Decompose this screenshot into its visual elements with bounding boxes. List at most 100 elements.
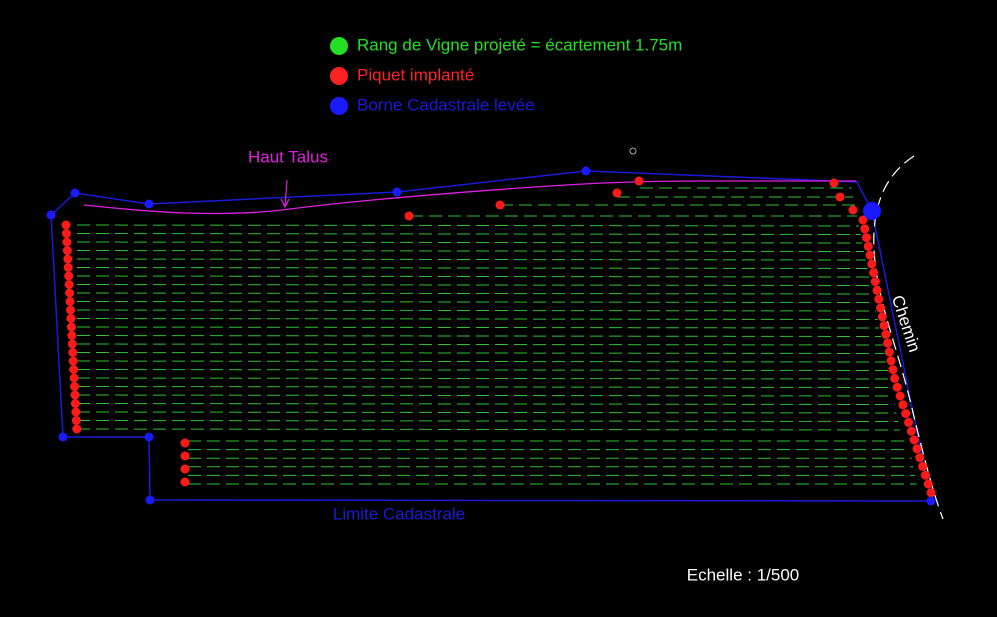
cadastral-marker: [46, 210, 56, 220]
cadastral-marker: [144, 199, 154, 209]
cadastral-marker: [581, 166, 591, 176]
vine-row: [76, 343, 883, 346]
stake: [860, 224, 870, 234]
stake: [884, 347, 894, 357]
vine-row: [76, 241, 863, 244]
stake: [404, 211, 414, 221]
stake: [886, 356, 896, 366]
vine-row: [76, 386, 892, 388]
stake: [495, 200, 505, 210]
stake: [872, 285, 882, 295]
vine-row: [76, 394, 894, 397]
stake: [180, 451, 190, 461]
stake: [65, 297, 75, 306]
stake: [62, 237, 72, 247]
stake: [71, 416, 81, 425]
stake: [874, 294, 884, 304]
talus-arrow: [284, 179, 288, 207]
haut-talus-line: [83, 180, 856, 215]
stake: [69, 365, 79, 374]
stake: [66, 314, 76, 323]
stake: [879, 321, 889, 331]
cadastral-marker: [145, 495, 155, 505]
stake: [67, 339, 77, 349]
stake: [62, 246, 72, 255]
point-marker: [629, 147, 637, 155]
scale-label: Echelle : 1/500: [687, 565, 799, 584]
stake: [61, 229, 71, 238]
stake: [876, 303, 886, 313]
stake: [63, 254, 73, 264]
vine-row: [76, 326, 880, 329]
stake: [68, 356, 78, 366]
stake: [904, 417, 914, 427]
stake: [70, 382, 80, 391]
stake: [888, 365, 898, 375]
vine-row: [76, 309, 877, 312]
stake: [69, 373, 79, 383]
stake: [881, 329, 891, 339]
stake: [66, 322, 76, 332]
stake: [180, 464, 190, 474]
stake: [835, 192, 845, 202]
vine-row: [76, 428, 900, 431]
vine-row: [76, 250, 865, 252]
vine-row: [76, 352, 885, 354]
cadastral-marker: [863, 202, 881, 220]
stake: [909, 435, 919, 445]
stake: [906, 426, 916, 436]
stake: [70, 399, 80, 408]
stake: [180, 477, 190, 487]
vine-row: [76, 258, 866, 261]
stake: [918, 461, 928, 471]
stake: [890, 373, 900, 383]
stake: [634, 176, 644, 186]
stake: [892, 382, 902, 392]
stake: [926, 488, 936, 498]
stake: [915, 453, 925, 463]
vine-rows: [76, 187, 917, 485]
legend-label: Rang de Vigne projeté = écartement 1.75m: [357, 35, 682, 54]
stake: [923, 479, 933, 489]
vine-row: [76, 420, 899, 422]
legend-swatch: [330, 37, 348, 55]
vine-row: [76, 403, 895, 405]
stake: [901, 409, 911, 419]
legend-swatch: [330, 67, 348, 85]
stake: [858, 215, 868, 225]
vine-row: [76, 224, 860, 227]
stake: [72, 424, 82, 434]
stake: [883, 338, 893, 348]
stake: [912, 444, 922, 454]
stake: [612, 188, 622, 198]
cadastral-marker: [392, 187, 402, 197]
stake: [877, 312, 887, 322]
cadastral-marker: [144, 432, 154, 442]
stake: [65, 288, 75, 298]
stake: [863, 241, 873, 251]
vine-row: [76, 318, 878, 320]
stake: [70, 390, 80, 400]
stake: [862, 233, 872, 243]
stake: [71, 407, 81, 417]
vine-row: [76, 369, 888, 371]
stake: [867, 259, 877, 269]
stake: [66, 305, 75, 315]
stake: [848, 205, 858, 215]
legend-label: Borne Cadastrale levée: [357, 95, 535, 114]
vine-row: [76, 335, 882, 337]
stake: [63, 263, 73, 272]
vine-row: [76, 411, 897, 414]
vine-row: [76, 377, 890, 380]
stake: [898, 400, 908, 410]
stake: [870, 277, 880, 287]
legend-swatch: [330, 97, 348, 115]
stake: [64, 280, 74, 289]
stake: [895, 391, 905, 401]
stake: [180, 438, 190, 448]
stake: [829, 178, 839, 188]
cadastral-boundary: [50, 170, 932, 502]
